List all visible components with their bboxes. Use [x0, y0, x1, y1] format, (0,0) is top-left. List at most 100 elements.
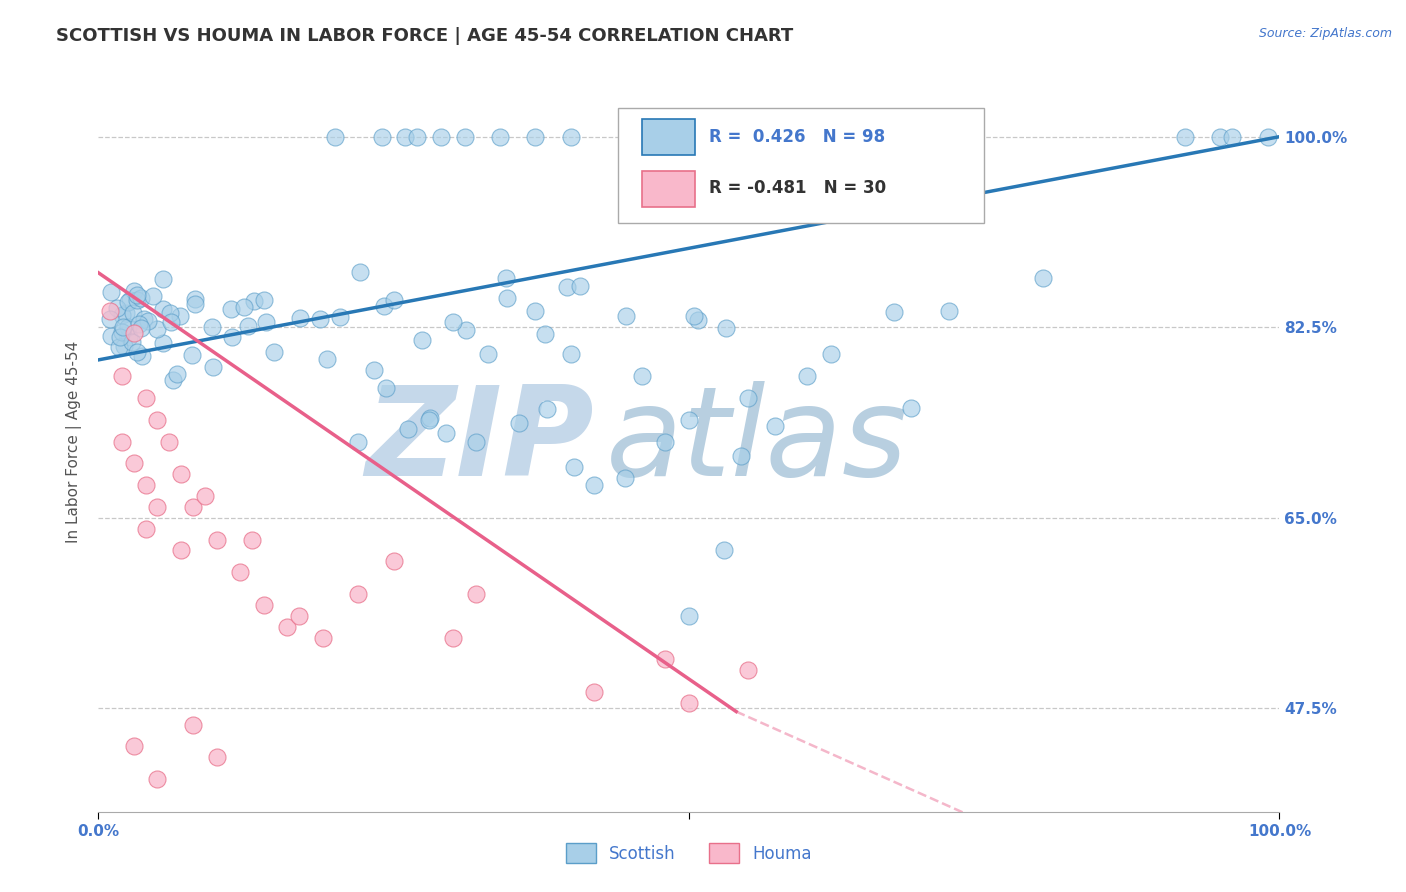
Point	[254, 315, 277, 329]
Point	[418, 413, 440, 427]
Point	[122, 739, 145, 754]
Point	[1174, 129, 1197, 144]
Point	[382, 554, 405, 568]
Point	[152, 336, 174, 351]
Point	[496, 292, 519, 306]
Point	[465, 587, 488, 601]
Point	[127, 288, 149, 302]
Point	[146, 772, 169, 786]
Point	[138, 314, 160, 328]
Point	[100, 285, 122, 299]
Text: R = -0.481   N = 30: R = -0.481 N = 30	[709, 179, 886, 197]
Point	[820, 347, 842, 361]
Point	[131, 291, 153, 305]
Point	[737, 391, 759, 405]
Point	[533, 327, 555, 342]
FancyBboxPatch shape	[641, 120, 695, 155]
Point	[730, 449, 752, 463]
Point	[253, 293, 276, 307]
Point	[315, 351, 337, 366]
Point	[678, 413, 700, 427]
Point	[560, 129, 582, 144]
Point	[682, 309, 704, 323]
Point	[115, 306, 138, 320]
Text: Source: ZipAtlas.com: Source: ZipAtlas.com	[1258, 27, 1392, 40]
Point	[583, 478, 606, 492]
Point	[111, 369, 134, 384]
Point	[157, 434, 180, 449]
Point	[162, 373, 184, 387]
Point	[236, 318, 259, 333]
Point	[205, 533, 228, 547]
Point	[169, 309, 191, 323]
Point	[583, 685, 606, 699]
Text: atlas: atlas	[606, 381, 908, 502]
Point	[288, 311, 311, 326]
Point	[614, 309, 637, 323]
Point	[145, 322, 167, 336]
Point	[108, 340, 131, 354]
Point	[900, 401, 922, 416]
Point	[363, 363, 385, 377]
Point	[127, 344, 149, 359]
Point	[118, 293, 141, 307]
Point	[465, 434, 488, 449]
Legend: Scottish, Houma: Scottish, Houma	[560, 837, 818, 870]
Point	[654, 434, 676, 449]
Point	[312, 631, 335, 645]
Point	[1209, 129, 1232, 144]
Point	[111, 320, 134, 334]
Point	[111, 325, 134, 339]
Point	[276, 619, 298, 633]
Point	[524, 304, 547, 318]
Point	[117, 320, 139, 334]
Point	[194, 489, 217, 503]
Point	[1032, 271, 1054, 285]
Point	[131, 320, 153, 334]
Point	[524, 129, 547, 144]
Point	[159, 306, 181, 320]
Point	[108, 329, 131, 343]
Point	[122, 326, 145, 340]
Point	[229, 565, 252, 579]
Point	[152, 301, 174, 316]
Point	[508, 416, 530, 430]
Point	[240, 533, 263, 547]
Point	[714, 320, 737, 334]
Text: ZIP: ZIP	[366, 381, 595, 502]
Point	[288, 608, 311, 623]
Point	[122, 306, 145, 320]
Point	[489, 129, 512, 144]
Point	[396, 422, 419, 436]
Point	[121, 334, 143, 349]
Point	[883, 304, 905, 318]
Point	[180, 348, 202, 362]
Point	[568, 278, 591, 293]
Point	[111, 308, 134, 322]
Point	[347, 587, 370, 601]
Point	[118, 329, 141, 343]
Point	[233, 300, 256, 314]
Point	[373, 299, 395, 313]
Point	[477, 347, 499, 361]
Point	[796, 369, 818, 384]
Point	[135, 391, 157, 405]
Point	[117, 294, 139, 309]
Point	[166, 367, 188, 381]
Point	[122, 456, 145, 470]
Point	[243, 293, 266, 308]
Point	[394, 129, 416, 144]
Point	[135, 522, 157, 536]
Point	[184, 297, 207, 311]
Point	[495, 270, 517, 285]
Point	[160, 315, 183, 329]
Y-axis label: In Labor Force | Age 45-54: In Labor Force | Age 45-54	[66, 341, 83, 542]
Point	[456, 323, 478, 337]
Point	[678, 696, 700, 710]
Point	[441, 315, 464, 329]
Point	[713, 543, 735, 558]
Point	[630, 369, 652, 384]
Point	[453, 129, 475, 144]
Point	[430, 129, 453, 144]
Point	[146, 413, 169, 427]
